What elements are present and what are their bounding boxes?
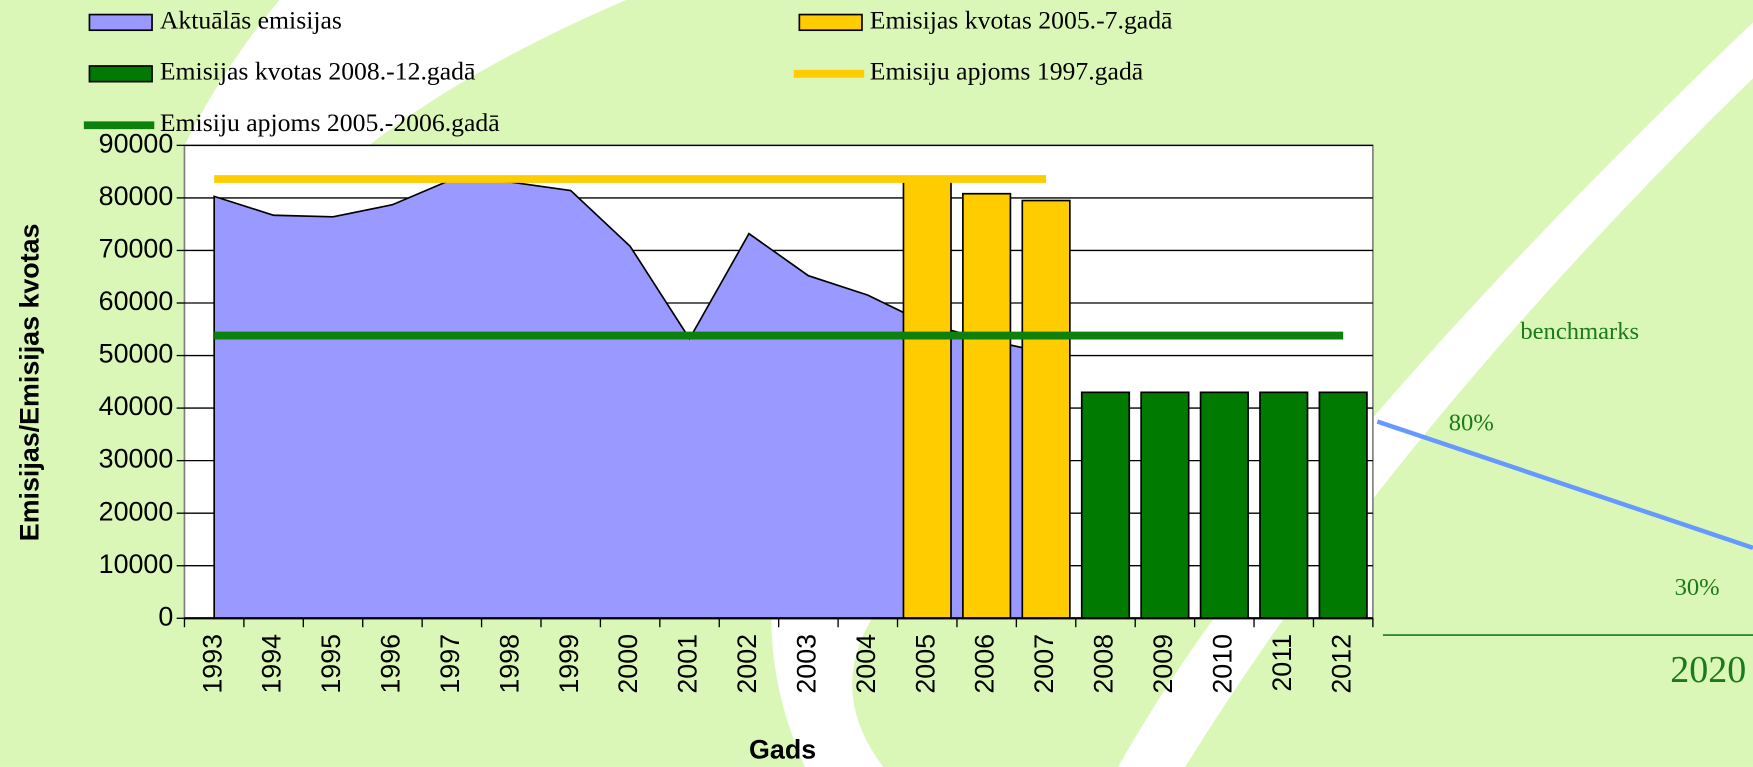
x-tick-label: 1998	[494, 634, 524, 694]
bar	[1259, 391, 1309, 620]
bar	[1199, 391, 1249, 620]
bar	[1080, 391, 1131, 620]
legend-label: Emisijas kvotas 2008.-12.gadā	[160, 57, 476, 86]
x-tick-label: 2003	[791, 634, 821, 694]
legend-swatch	[88, 13, 153, 32]
x-tick-label: 2005	[910, 634, 940, 694]
y-tick-label: 10000	[99, 549, 174, 579]
x-tick-label: 2004	[851, 634, 881, 694]
percent-label: 30%	[1675, 574, 1720, 601]
x-tick-label: 1997	[435, 634, 465, 694]
x-tick-label: 1995	[316, 634, 346, 694]
y-tick-label: 40000	[99, 391, 174, 421]
x-tick-label: 2008	[1089, 634, 1119, 694]
x-tick-label: 2002	[732, 634, 762, 694]
x-tick-label: 2011	[1267, 634, 1297, 692]
legend-label: Aktuālās emisijas	[160, 5, 342, 34]
y-tick-label: 60000	[99, 286, 174, 316]
benchmark-label: benchmarks	[1520, 318, 1639, 345]
x-tick-label: 1993	[197, 634, 227, 694]
bar	[902, 180, 952, 620]
year-label: 2020	[1670, 649, 1746, 691]
x-axis-title: Gads	[749, 734, 816, 764]
legend-label: Emisijas kvotas 2005.-7.gadā	[870, 5, 1173, 34]
legend-label: Emisiju apjoms 2005.-2006.gadā	[160, 108, 500, 137]
y-tick-label: 30000	[99, 444, 174, 474]
y-tick-label: 50000	[99, 339, 174, 369]
x-tick-label: 2009	[1148, 634, 1178, 694]
x-tick-label: 2001	[673, 634, 703, 694]
y-tick-label: 80000	[99, 181, 174, 211]
x-tick-label: 1994	[257, 634, 287, 694]
bar	[1318, 391, 1368, 620]
percent-label: 80%	[1449, 410, 1494, 437]
bar	[962, 192, 1012, 620]
bar	[1140, 391, 1190, 620]
swoosh	[184, 0, 627, 146]
chart-layer: 0 10000 20000 30000 40000 50000 60000 70000 8000…	[83, 5, 1374, 694]
x-tick-label: 1996	[376, 634, 406, 694]
legend-swatch	[798, 13, 863, 32]
x-tick-label: 2000	[613, 634, 643, 694]
decor-line	[1376, 419, 1753, 550]
legend-swatch	[88, 65, 153, 83]
x-tick-label: 1999	[554, 634, 584, 694]
y-axis-title: Emisijas/Emisijas kvotas	[14, 224, 44, 542]
y-tick-label: 0	[158, 601, 173, 631]
x-tick-label: 2012	[1326, 634, 1356, 694]
bar	[1021, 199, 1071, 620]
x-tick-label: 2007	[1029, 634, 1059, 694]
x-tick-label: 2010	[1207, 634, 1237, 694]
swoosh	[771, 618, 884, 767]
y-tick-label: 70000	[99, 234, 174, 264]
y-tick-label: 90000	[99, 128, 174, 158]
x-tick-label: 2006	[970, 634, 1000, 694]
legend-label: Emisiju apjoms 1997.gadā	[870, 57, 1144, 86]
y-tick-label: 20000	[99, 496, 174, 526]
